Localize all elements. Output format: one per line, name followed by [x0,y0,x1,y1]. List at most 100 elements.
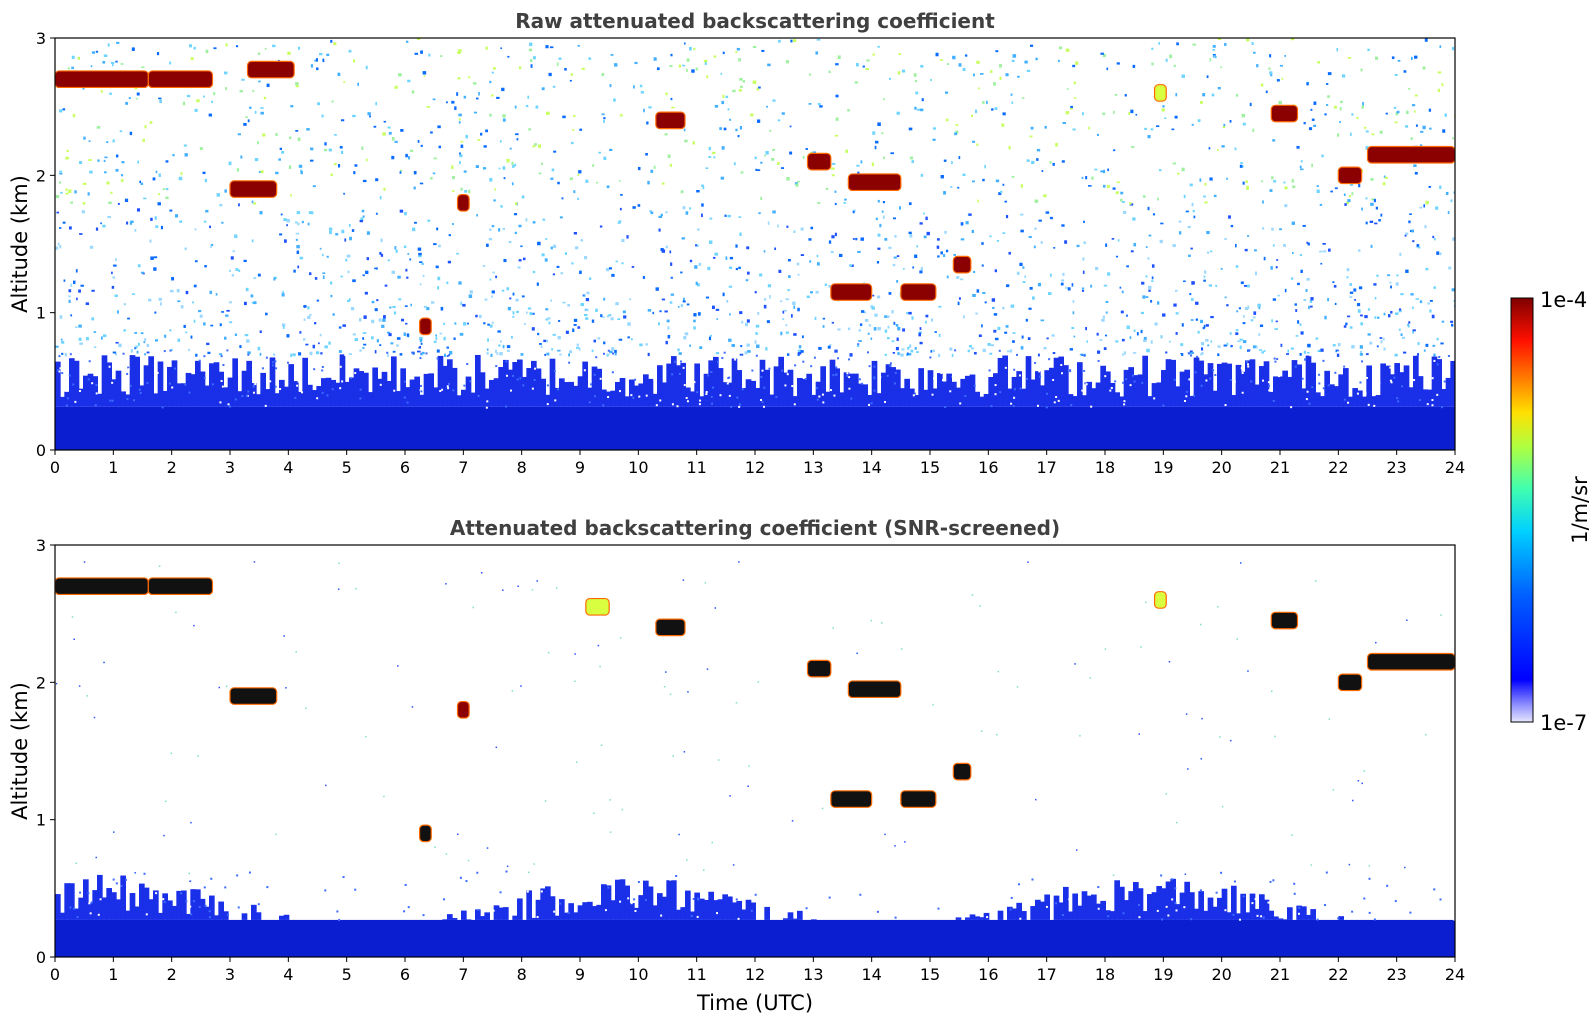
noise-speckle [1274,735,1276,738]
noise-speckle [1283,181,1286,184]
surface-speckle [350,349,353,352]
noise-speckle [207,351,211,355]
noise-speckle [1140,311,1145,315]
noise-speckle [1114,93,1118,96]
noise-speckle [810,226,814,230]
noise-speckle [487,323,490,326]
surface-speckle [68,374,71,377]
noise-speckle [489,178,493,182]
surface-layer-column [1240,893,1246,920]
noise-speckle [1397,59,1401,62]
surface-speckle [1161,367,1164,370]
noise-speckle [1036,148,1041,152]
noise-speckle [952,55,956,60]
noise-speckle [789,151,793,155]
surface-speckle [1131,374,1134,377]
surface-speckle [1045,905,1048,908]
surface-layer-column [101,355,108,407]
surface-speckle [1012,405,1015,408]
noise-speckle [352,279,356,283]
surface-speckle [1175,909,1178,912]
surface-layer-column [493,378,500,407]
cloud-mark [952,762,972,781]
noise-speckle [1358,286,1363,290]
surface-speckle [784,912,787,915]
surface-layer-column [979,396,985,407]
surface-speckle [540,890,543,893]
noise-speckle [1129,202,1132,205]
noise-speckle [1365,130,1369,133]
noise-speckle [456,92,459,96]
noise-speckle [1284,288,1287,293]
noise-speckle [802,155,805,159]
noise-speckle [1053,247,1056,249]
surface-speckle [1138,916,1141,919]
noise-speckle [786,353,790,356]
noise-speckle [1306,351,1310,354]
surface-speckle [1038,370,1041,373]
noise-speckle [477,139,481,141]
noise-speckle [765,347,768,351]
noise-speckle [1451,323,1454,327]
noise-speckle [464,189,468,193]
surface-speckle [531,387,534,390]
noise-speckle [1138,733,1140,735]
surface-layer-column [1123,369,1130,407]
surface-speckle [162,898,165,901]
noise-speckle [683,336,687,340]
noise-speckle [806,295,810,299]
noise-speckle [1008,146,1011,150]
surface-speckle [448,354,451,357]
surface-layer-column [321,378,327,407]
noise-speckle [443,322,446,326]
surface-speckle [1190,918,1193,921]
noise-speckle [341,150,344,155]
noise-speckle [1358,249,1361,252]
noise-speckle [825,187,829,191]
surface-layer-column [937,373,943,407]
noise-speckle [272,44,276,48]
noise-speckle [71,616,74,618]
surface-layer-column [512,362,518,407]
noise-speckle [1439,185,1442,190]
x-tick-label: 8 [517,965,527,984]
noise-speckle [902,328,906,332]
cloud-mark [830,790,873,808]
noise-speckle [371,319,375,324]
surface-layer-column [811,919,817,920]
noise-speckle [1119,198,1123,202]
surface-layer-column [470,392,476,407]
noise-speckle [608,267,613,270]
noise-speckle [705,296,709,299]
noise-speckle [383,795,385,798]
surface-layer-column [176,383,182,407]
noise-speckle [1107,168,1110,172]
noise-speckle [63,279,66,282]
noise-speckle [112,831,115,833]
surface-speckle [1294,365,1297,368]
noise-speckle [695,281,698,285]
surface-speckle [741,388,744,391]
y-tick-label: 0 [36,441,46,460]
noise-speckle [1402,336,1406,339]
surface-speckle [990,405,993,408]
noise-speckle [980,730,983,732]
surface-speckle [998,349,1001,352]
surface-speckle [1081,389,1084,392]
surface-speckle [595,356,598,359]
surface-layer-column [638,895,644,920]
noise-speckle [1349,296,1353,298]
noise-speckle [489,324,493,328]
noise-speckle [1088,185,1092,187]
surface-layer-column [605,391,612,407]
surface-speckle [296,384,299,387]
surface-layer-column [839,392,845,407]
surface-layer-column [1091,894,1097,920]
noise-speckle [468,189,471,194]
noise-speckle [1354,299,1357,301]
surface-layer-column [1035,899,1041,920]
noise-speckle [1343,193,1346,197]
noise-speckle [1299,165,1302,169]
noise-speckle [515,202,518,206]
noise-speckle [621,238,625,243]
